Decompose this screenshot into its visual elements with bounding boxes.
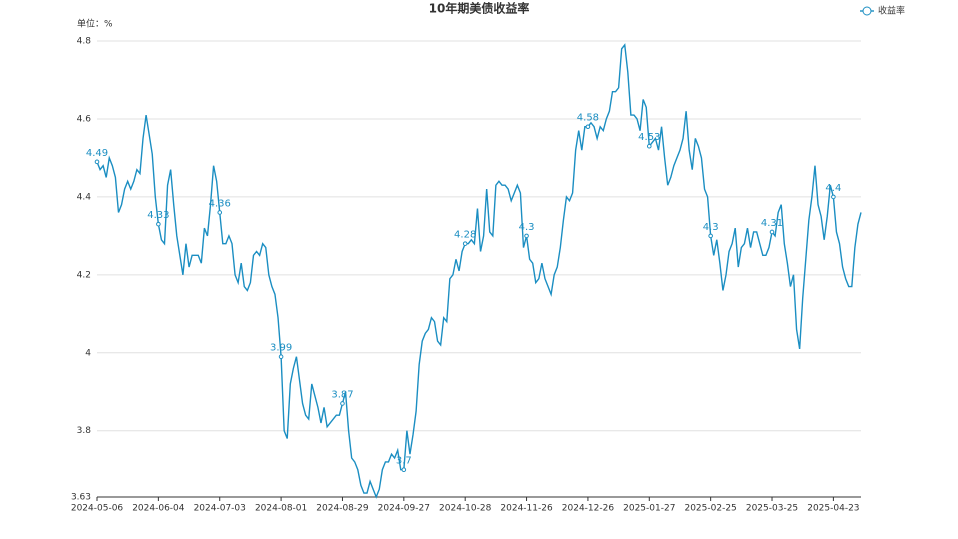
data-label: 4.31 xyxy=(761,218,783,229)
data-label: 4.4 xyxy=(825,183,841,194)
x-tick-label: 2024-10-28 xyxy=(439,504,492,514)
line xyxy=(96,43,862,499)
y-tick-label: 3.8 xyxy=(77,426,92,436)
legend-marker xyxy=(862,6,872,16)
point xyxy=(831,194,836,200)
point xyxy=(585,124,591,130)
x-tick-label: 2024-05-06 xyxy=(71,504,124,514)
point xyxy=(769,229,775,235)
point xyxy=(217,210,223,215)
point xyxy=(156,221,161,227)
y-tick-label: 3.63 xyxy=(71,493,91,503)
data-label: 4.28 xyxy=(454,230,476,241)
data-label: 4.49 xyxy=(86,148,108,159)
point xyxy=(524,233,529,239)
x-tick-label: 2024-06-04 xyxy=(132,504,185,514)
x-tick-label: 2025-02-25 xyxy=(684,504,736,514)
data-label: 3.87 xyxy=(331,389,353,400)
legend-label[interactable]: 收益率 xyxy=(878,5,905,17)
x-tick-label: 2025-03-25 xyxy=(746,504,798,514)
x-tick-label: 2024-09-27 xyxy=(378,504,430,514)
data-label: 3.7 xyxy=(396,456,412,467)
point xyxy=(401,467,407,473)
data-label: 4.3 xyxy=(703,222,719,233)
data-label: 4.3 xyxy=(519,222,535,233)
chart-title: 10年期美债收益率 xyxy=(429,1,530,16)
point xyxy=(708,233,713,239)
point xyxy=(94,159,100,165)
x-tick-label: 2025-04-23 xyxy=(807,504,859,514)
x-tick-label: 2024-07-03 xyxy=(194,504,246,514)
x-tick-label: 2024-08-01 xyxy=(255,504,307,514)
x-tick-label: 2025-01-27 xyxy=(623,504,675,514)
data-label: 4.33 xyxy=(147,210,169,221)
data-label: 4.58 xyxy=(577,113,599,124)
point xyxy=(646,143,652,149)
point xyxy=(340,401,345,406)
data-label: 4.36 xyxy=(209,198,231,209)
data-label: 3.99 xyxy=(270,343,292,354)
y-tick-label: 4.8 xyxy=(77,37,92,47)
point xyxy=(462,241,468,246)
y-tick-label: 4.6 xyxy=(77,114,92,124)
data-label: 4.53 xyxy=(638,132,660,143)
y-unit-label: 单位：% xyxy=(77,18,113,30)
y-tick-label: 4.4 xyxy=(77,192,92,202)
y-tick-label: 4.2 xyxy=(77,270,91,280)
point xyxy=(278,354,284,359)
y-tick-label: 4 xyxy=(85,348,91,358)
x-tick-label: 2024-11-26 xyxy=(500,504,553,514)
x-tick-label: 2024-12-26 xyxy=(562,504,615,514)
x-tick-label: 2024-08-29 xyxy=(316,504,369,514)
